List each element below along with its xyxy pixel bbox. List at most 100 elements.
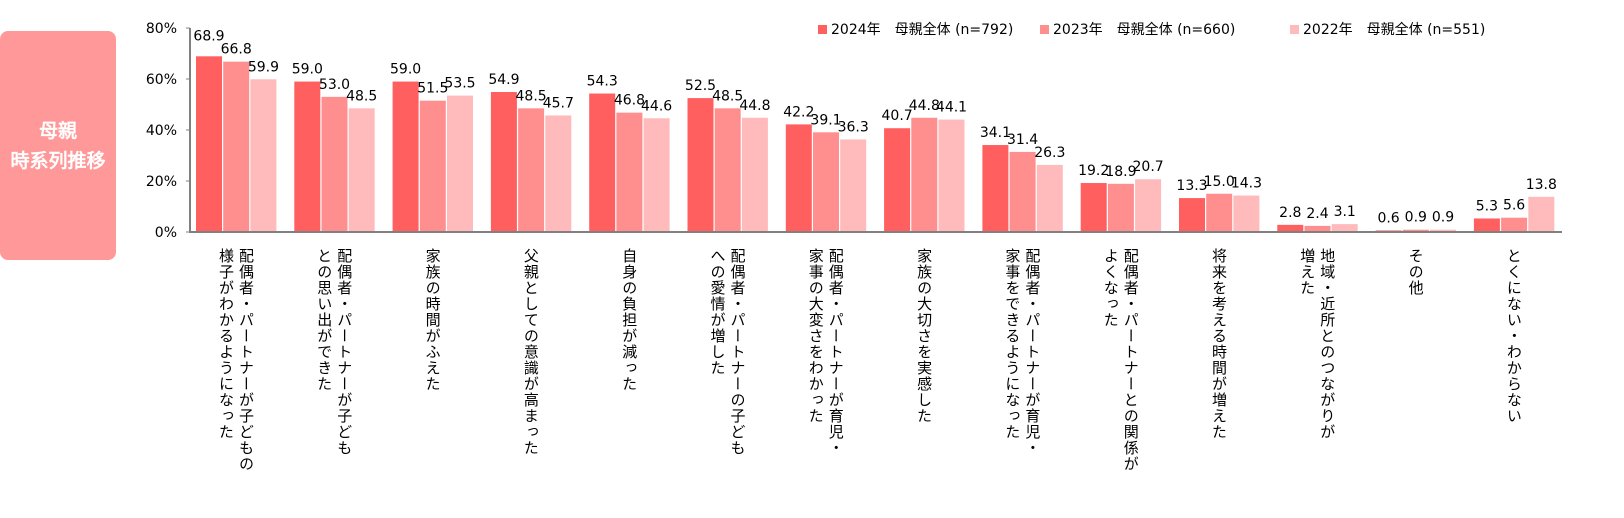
data-label: 48.5 <box>346 88 377 104</box>
y-tick-label: 80% <box>146 21 177 37</box>
x-tick-label: 配偶者・パートナーが子ども との思い出ができた <box>315 248 354 456</box>
legend-swatch <box>818 24 827 34</box>
bar <box>687 98 714 232</box>
section-label: 母親 時系列推移 <box>10 119 106 172</box>
data-label: 0.9 <box>1432 210 1454 226</box>
bar <box>1473 218 1500 232</box>
bar <box>1277 224 1304 232</box>
data-label: 3.1 <box>1334 204 1356 220</box>
bar <box>518 108 545 232</box>
data-label: 66.8 <box>221 42 252 58</box>
bar <box>938 119 965 232</box>
bar <box>545 115 572 232</box>
bar <box>741 117 768 232</box>
data-label: 44.8 <box>739 98 770 114</box>
bar <box>1402 229 1429 232</box>
data-label: 26.3 <box>1034 145 1065 161</box>
bar <box>294 81 321 232</box>
data-label: 0.9 <box>1405 210 1427 226</box>
data-label: 48.5 <box>712 88 743 104</box>
y-tick-label: 0% <box>155 225 177 241</box>
y-tick-label: 20% <box>146 174 177 190</box>
data-label: 36.3 <box>838 119 869 135</box>
bar <box>1080 183 1107 232</box>
data-label: 59.9 <box>248 59 279 75</box>
bar <box>1179 198 1205 232</box>
bar <box>643 118 670 232</box>
data-label: 68.9 <box>193 28 224 44</box>
bar <box>348 108 375 232</box>
data-label: 53.5 <box>444 76 475 92</box>
x-tick-label: とくにない・わからない <box>1504 248 1523 424</box>
bar <box>1135 179 1162 232</box>
bar <box>1430 229 1456 232</box>
data-label: 0.6 <box>1377 210 1399 226</box>
data-label: 45.7 <box>543 95 574 111</box>
legend-item: 2024年 母親全体 (n=792) <box>818 19 1013 39</box>
x-tick-label: 将来を考える時間が増えた <box>1210 248 1228 440</box>
data-label: 44.6 <box>641 98 672 114</box>
bar <box>616 112 643 232</box>
legend-label: 2023年 母親全体 (n=660) <box>1053 22 1236 38</box>
x-tick-label: 配偶者・パートナーが育児・ 家事をできるようになった <box>1003 248 1042 456</box>
y-tick-label: 60% <box>146 72 177 88</box>
bar <box>1107 183 1134 232</box>
data-label: 54.3 <box>587 74 618 90</box>
data-label: 18.9 <box>1105 164 1136 180</box>
x-tick-label: 配偶者・パートナーとの関係が よくなった <box>1101 248 1140 472</box>
bar <box>911 117 938 232</box>
bar <box>196 56 222 233</box>
bar <box>1206 193 1233 232</box>
data-label: 20.7 <box>1133 159 1164 175</box>
bar <box>1331 224 1358 232</box>
bar <box>714 108 741 232</box>
bar <box>1304 225 1331 232</box>
data-label: 34.1 <box>980 125 1011 141</box>
legend-item: 2022年 母親全体 (n=551) <box>1290 19 1485 39</box>
x-tick-label: 家族の大切さを実感した <box>915 248 934 424</box>
x-tick-label: 配偶者・パートナーが育児・ 家事の大変さをわかった <box>806 248 845 456</box>
data-label: 2.4 <box>1306 206 1328 222</box>
bar <box>1528 196 1555 232</box>
bar <box>1036 164 1063 232</box>
data-label: 40.7 <box>882 108 913 124</box>
bar <box>1009 151 1036 232</box>
data-label: 59.0 <box>292 62 323 78</box>
data-label: 14.3 <box>1231 176 1262 192</box>
bar <box>884 128 911 232</box>
data-label: 44.8 <box>909 98 940 114</box>
bar <box>419 100 446 232</box>
data-label: 59.0 <box>390 62 421 78</box>
data-label: 13.8 <box>1526 177 1557 193</box>
x-tick-label: 自身の負担が減った <box>620 248 639 392</box>
bar <box>250 79 277 232</box>
bar <box>785 124 812 232</box>
data-label: 5.3 <box>1476 198 1498 214</box>
data-label: 2.8 <box>1279 205 1301 221</box>
data-label: 52.5 <box>685 78 716 94</box>
x-tick-label: 配偶者・パートナーが子どもの 様子がわかるようになった <box>217 248 255 472</box>
section-label-box: 母親 時系列推移 <box>0 31 116 260</box>
data-label: 19.2 <box>1078 163 1109 179</box>
bar <box>813 132 839 232</box>
data-label: 42.2 <box>783 104 814 120</box>
legend-label: 2022年 母親全体 (n=551) <box>1303 22 1486 38</box>
x-tick-label: 地域・近所とのつながりが 増えた <box>1298 248 1337 440</box>
legend-item: 2023年 母親全体 (n=660) <box>1040 19 1235 39</box>
bar <box>840 139 867 232</box>
data-label: 51.5 <box>417 81 448 97</box>
x-tick-label: その他 <box>1406 248 1425 296</box>
legend-swatch <box>1040 24 1049 34</box>
bar <box>982 145 1009 232</box>
bar <box>392 81 419 232</box>
bar <box>321 96 348 232</box>
bar <box>490 92 517 232</box>
data-label: 44.1 <box>936 100 967 116</box>
x-tick-label: 配偶者・パートナーの子ども への愛情が増した <box>708 248 747 456</box>
data-label: 48.5 <box>516 88 547 104</box>
data-label: 54.9 <box>488 72 519 88</box>
bar <box>589 93 616 232</box>
data-label: 46.8 <box>614 93 645 109</box>
x-tick-label: 家族の時間がふえた <box>423 248 442 392</box>
